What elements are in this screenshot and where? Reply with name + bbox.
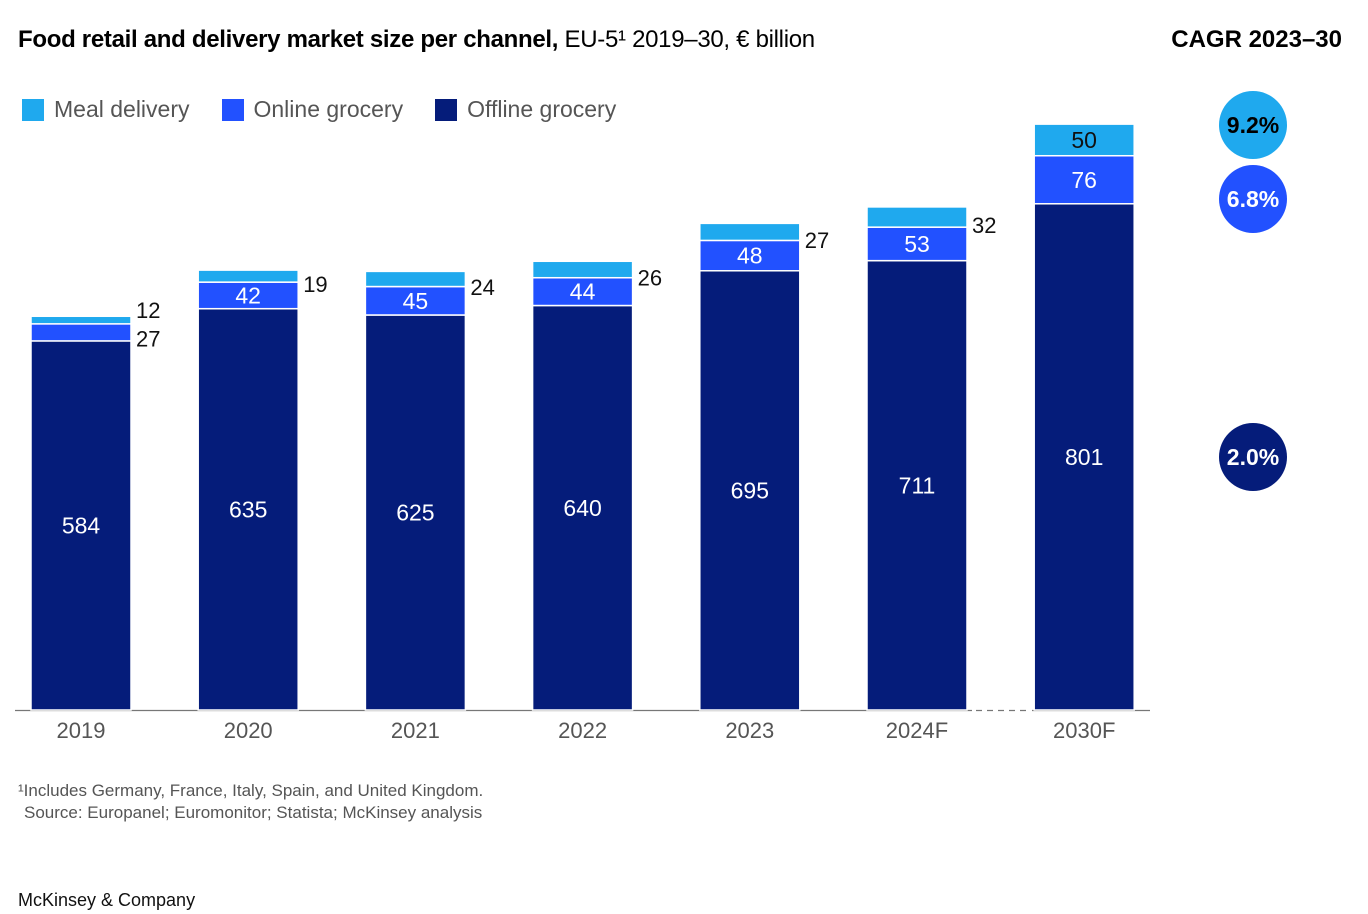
legend-label: Meal delivery <box>54 96 190 122</box>
legend: Meal delivery Online grocery Offline gro… <box>22 96 616 123</box>
data-label: 635 <box>229 496 267 522</box>
bar-segment <box>1033 154 1135 205</box>
bar-segment <box>531 260 634 279</box>
footnote: ¹Includes Germany, France, Italy, Spain,… <box>18 781 484 800</box>
bar-segment <box>30 323 132 342</box>
bar-segment <box>197 269 299 283</box>
data-label: 801 <box>1065 444 1103 470</box>
cagr-bubble <box>1219 91 1287 159</box>
data-label: 50 <box>1071 127 1097 153</box>
legend-label: Offline grocery <box>467 96 617 122</box>
cagr-title: CAGR 2023–30 <box>1171 26 1342 53</box>
data-label: 45 <box>403 288 429 314</box>
bar-segment <box>866 206 968 228</box>
legend-item-offline-grocery: Offline grocery <box>435 96 616 123</box>
bar-segment <box>364 314 467 711</box>
legend-swatch <box>221 98 244 121</box>
legend-swatch <box>22 98 44 121</box>
x-tick-label: 2019 <box>57 718 106 743</box>
x-tick-label: 2024F <box>886 718 948 743</box>
data-label: 27 <box>136 326 160 351</box>
data-label: 24 <box>470 275 494 300</box>
data-label: 44 <box>570 279 596 305</box>
x-tick-label: 2030F <box>1053 718 1115 743</box>
x-tick-label: 2022 <box>558 718 607 743</box>
source-note: Source: Europanel; Euromonitor; Statista… <box>24 803 483 822</box>
data-label: 76 <box>1071 167 1097 193</box>
footnotes: ¹Includes Germany, France, Italy, Spain,… <box>18 780 483 824</box>
bar-segment <box>866 259 968 711</box>
data-label: 640 <box>563 495 601 521</box>
data-label: 32 <box>972 213 996 238</box>
bar-segment <box>30 340 132 711</box>
cagr-label: 9.2% <box>1227 112 1279 138</box>
title-subtitle: EU-5¹ 2019–30, € billion <box>564 26 816 53</box>
cagr-label: 6.8% <box>1227 186 1279 212</box>
cagr-bubble <box>1219 423 1287 491</box>
bar-segment <box>30 315 132 325</box>
legend-label: Online grocery <box>253 96 404 122</box>
bar-segment <box>699 270 801 711</box>
bar-segment <box>197 307 299 711</box>
bar-segment <box>531 304 634 711</box>
bar-segment <box>1033 203 1135 711</box>
brand-logo: McKinsey & Company <box>18 890 196 910</box>
data-label: 26 <box>638 265 662 290</box>
legend-item-meal-delivery: Meal delivery <box>22 96 190 123</box>
legend-item-online-grocery: Online grocery <box>221 96 404 123</box>
data-label: 27 <box>805 228 829 253</box>
bar-segment <box>866 226 968 262</box>
cagr-label: 2.0% <box>1227 444 1279 470</box>
x-tick-label: 2021 <box>391 718 440 743</box>
x-tick-label: 2020 <box>224 718 273 743</box>
bar-segment <box>197 281 299 310</box>
data-label: 42 <box>235 282 261 308</box>
data-label: 695 <box>731 477 769 503</box>
bar-segment <box>1033 123 1135 157</box>
legend-swatch <box>435 98 458 121</box>
data-label: 584 <box>62 512 101 538</box>
bar-segment <box>364 270 467 288</box>
x-tick-label: 2023 <box>725 718 774 743</box>
chart-title: Food retail and delivery market size per… <box>18 26 815 54</box>
data-label: 53 <box>904 231 930 257</box>
cagr-bubble <box>1219 165 1287 233</box>
data-label: 19 <box>303 272 327 297</box>
title-bold: Food retail and delivery market size per… <box>18 26 559 53</box>
data-label: 12 <box>136 298 160 323</box>
bar-segment <box>699 222 801 242</box>
data-label: 711 <box>899 472 936 498</box>
data-label: 625 <box>396 500 434 526</box>
data-label: 48 <box>737 243 763 269</box>
